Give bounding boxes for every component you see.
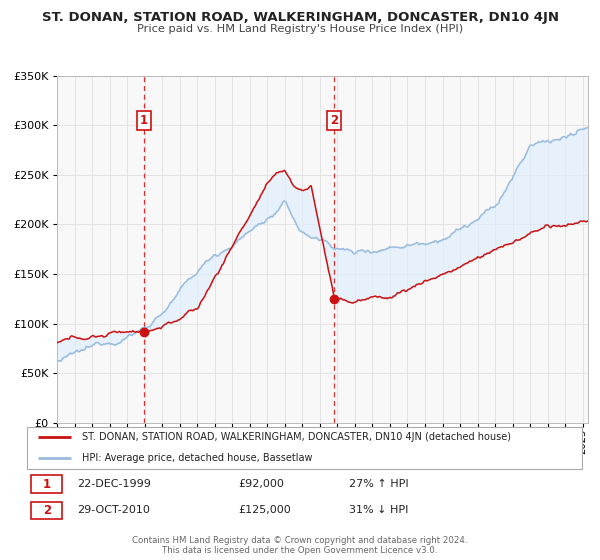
Text: 31% ↓ HPI: 31% ↓ HPI <box>349 506 408 515</box>
Text: 2: 2 <box>43 504 51 517</box>
Text: 22-DEC-1999: 22-DEC-1999 <box>77 479 151 489</box>
Text: 1: 1 <box>140 114 148 127</box>
FancyBboxPatch shape <box>31 475 62 493</box>
FancyBboxPatch shape <box>31 502 62 519</box>
Text: ST. DONAN, STATION ROAD, WALKERINGHAM, DONCASTER, DN10 4JN (detached house): ST. DONAN, STATION ROAD, WALKERINGHAM, D… <box>83 432 511 442</box>
Text: HPI: Average price, detached house, Bassetlaw: HPI: Average price, detached house, Bass… <box>83 453 313 463</box>
Text: £125,000: £125,000 <box>238 506 290 515</box>
Text: 2: 2 <box>331 114 338 127</box>
Text: 1: 1 <box>43 478 51 491</box>
Text: 27% ↑ HPI: 27% ↑ HPI <box>349 479 409 489</box>
FancyBboxPatch shape <box>27 427 582 469</box>
Text: Contains HM Land Registry data © Crown copyright and database right 2024.: Contains HM Land Registry data © Crown c… <box>132 536 468 545</box>
Text: £92,000: £92,000 <box>238 479 284 489</box>
Text: Price paid vs. HM Land Registry's House Price Index (HPI): Price paid vs. HM Land Registry's House … <box>137 24 463 34</box>
Text: This data is licensed under the Open Government Licence v3.0.: This data is licensed under the Open Gov… <box>163 546 437 555</box>
Text: ST. DONAN, STATION ROAD, WALKERINGHAM, DONCASTER, DN10 4JN: ST. DONAN, STATION ROAD, WALKERINGHAM, D… <box>41 11 559 24</box>
Text: 29-OCT-2010: 29-OCT-2010 <box>77 506 150 515</box>
